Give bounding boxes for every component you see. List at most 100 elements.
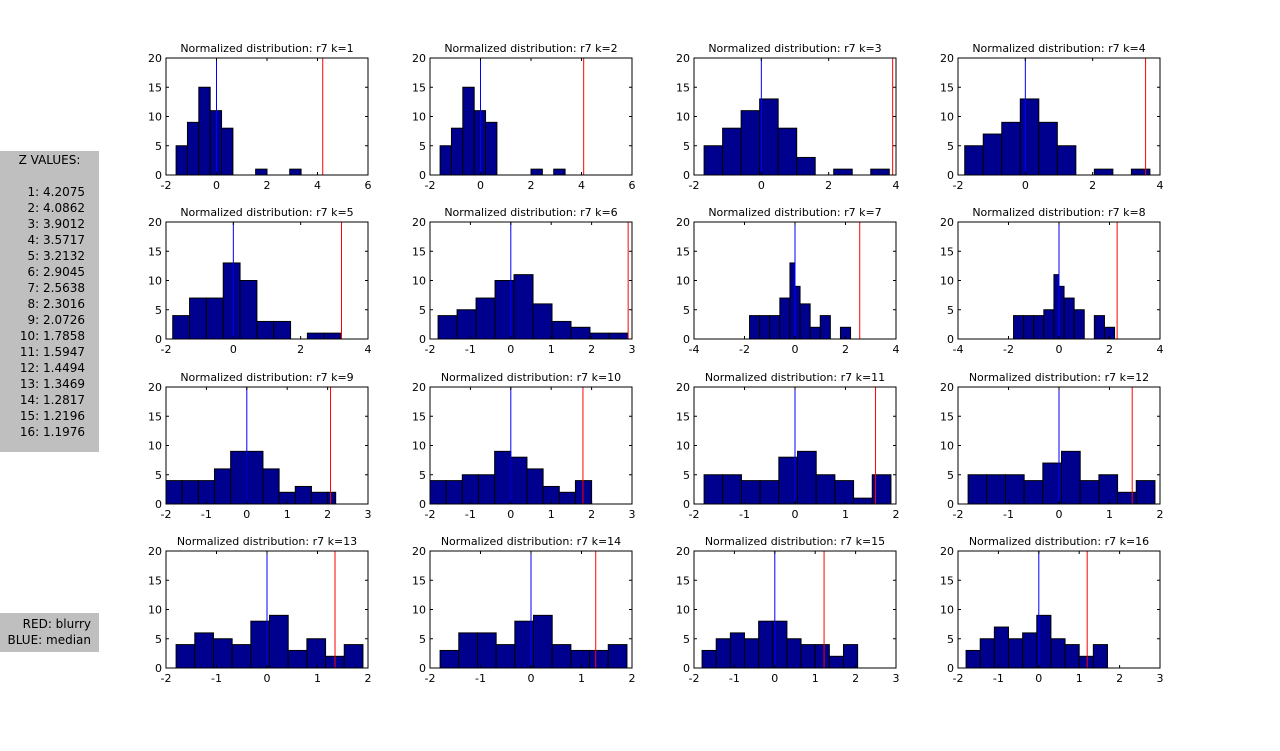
histogram-bar (343, 644, 364, 669)
y-tick-label: 20 (676, 381, 690, 394)
x-tick-label: 2 (324, 508, 331, 521)
histogram-bar (815, 474, 836, 505)
y-tick-label: 15 (676, 245, 690, 258)
histogram-bar (722, 127, 742, 176)
chart-title: Normalized distribution: r7 k=3 (708, 42, 881, 55)
y-tick-label: 15 (676, 410, 690, 423)
histogram-bar (1135, 480, 1156, 505)
histogram-bar (794, 285, 801, 340)
x-tick-label: -2 (425, 343, 436, 356)
x-tick-label: -2 (425, 508, 436, 521)
histogram-bar (475, 297, 496, 340)
legend-panel: RED: blurry BLUE: median (0, 613, 99, 652)
y-tick-label: 10 (676, 111, 690, 124)
histogram-bar (212, 638, 233, 669)
histogram-bar (796, 156, 816, 176)
histogram-panel: -2 -1 0 1 2 3 0 5 10 15 20 Normalized distribution:… (412, 371, 636, 521)
histogram-panel: -2 -1 0 1 2 3 0 5 10 15 20 Normalized distribution:… (412, 206, 636, 356)
x-tick-label: 4 (365, 343, 372, 356)
y-tick-label: 20 (940, 52, 954, 65)
x-tick-label: 0 (507, 508, 514, 521)
x-tick-label: 4 (578, 179, 585, 192)
y-tick-label: 5 (155, 469, 162, 482)
y-tick-label: 5 (683, 469, 690, 482)
y-tick-label: 10 (148, 440, 162, 453)
histogram-bar (510, 456, 528, 505)
histogram-bar (870, 168, 890, 176)
y-tick-label: 20 (412, 52, 426, 65)
histogram-bar (456, 309, 477, 340)
histogram-bar (967, 474, 988, 505)
y-tick-label: 5 (947, 140, 954, 153)
histogram-bar (458, 632, 478, 669)
x-tick-label: 2 (264, 179, 271, 192)
histogram-bar (982, 133, 1003, 176)
y-tick-label: 10 (148, 111, 162, 124)
histogram-bar (273, 320, 292, 340)
histogram-bar (570, 649, 591, 669)
x-tick-label: 1 (1076, 672, 1083, 685)
x-tick-label: -1 (201, 508, 212, 521)
y-tick-label: 5 (683, 140, 690, 153)
z-value-row: 13: 1.3469 (19, 377, 85, 391)
chart-title: Normalized distribution: r7 k=5 (180, 206, 353, 219)
histogram-bar (1093, 315, 1105, 340)
chart-title: Normalized distribution: r7 k=8 (972, 206, 1145, 219)
x-tick-label: -4 (689, 343, 700, 356)
z-value-row: 4: 3.5717 (27, 233, 85, 247)
x-tick-label: 1 (314, 672, 321, 685)
y-tick-label: 0 (419, 169, 426, 182)
x-tick-label: 6 (365, 179, 372, 192)
x-tick-label: -2 (161, 508, 172, 521)
x-tick-label: 0 (230, 343, 237, 356)
y-tick-label: 0 (155, 498, 162, 511)
z-value-row: 8: 2.3016 (27, 297, 85, 311)
x-tick-label: 2 (297, 343, 304, 356)
y-tick-label: 15 (940, 410, 954, 423)
histogram-bar (1019, 98, 1040, 176)
x-tick-label: 3 (629, 343, 636, 356)
histogram-bar (477, 474, 496, 505)
histogram-bar (256, 320, 275, 340)
y-tick-label: 10 (412, 440, 426, 453)
histogram-bar (323, 332, 342, 340)
histogram-bar (197, 480, 215, 505)
histogram-bar (740, 110, 761, 176)
histogram-bar (979, 638, 995, 669)
histogram-bar (842, 644, 859, 669)
x-tick-label: 2 (893, 508, 900, 521)
histogram-bar (789, 262, 796, 340)
chart-title: Normalized distribution: r7 k=4 (972, 42, 1145, 55)
chart-title: Normalized distribution: r7 k=13 (177, 535, 357, 548)
x-tick-label: 0 (1056, 343, 1063, 356)
histogram-bar (574, 480, 593, 505)
z-value-row: 15: 1.2196 (19, 409, 85, 423)
histogram-bar (853, 497, 873, 505)
x-tick-label: 2 (365, 672, 372, 685)
y-tick-label: 15 (148, 410, 162, 423)
y-tick-label: 0 (947, 333, 954, 346)
z-values-title: Z VALUES: (18, 153, 81, 167)
y-tick-label: 5 (947, 469, 954, 482)
y-tick-label: 0 (683, 169, 690, 182)
x-tick-label: -2 (1003, 343, 1014, 356)
z-value-row: 5: 3.2132 (27, 249, 85, 263)
histogram-panel: -2 -1 0 1 2 3 0 5 10 15 20 Normalized distribution:… (676, 535, 900, 685)
x-tick-label: 0 (477, 179, 484, 192)
x-tick-label: 0 (1022, 179, 1029, 192)
histogram-bar (194, 632, 214, 669)
y-tick-label: 0 (419, 498, 426, 511)
x-tick-label: 0 (507, 343, 514, 356)
y-tick-label: 5 (947, 633, 954, 646)
y-tick-label: 0 (947, 662, 954, 675)
histogram-bar (439, 649, 460, 669)
chart-title: Normalized distribution: r7 k=11 (705, 371, 885, 384)
y-tick-label: 20 (148, 52, 162, 65)
x-tick-label: -2 (425, 672, 436, 685)
y-tick-label: 10 (148, 275, 162, 288)
histogram-bar (294, 485, 312, 505)
histogram-bar (186, 121, 200, 176)
histogram-bar (1058, 285, 1065, 340)
x-tick-label: -2 (689, 672, 700, 685)
